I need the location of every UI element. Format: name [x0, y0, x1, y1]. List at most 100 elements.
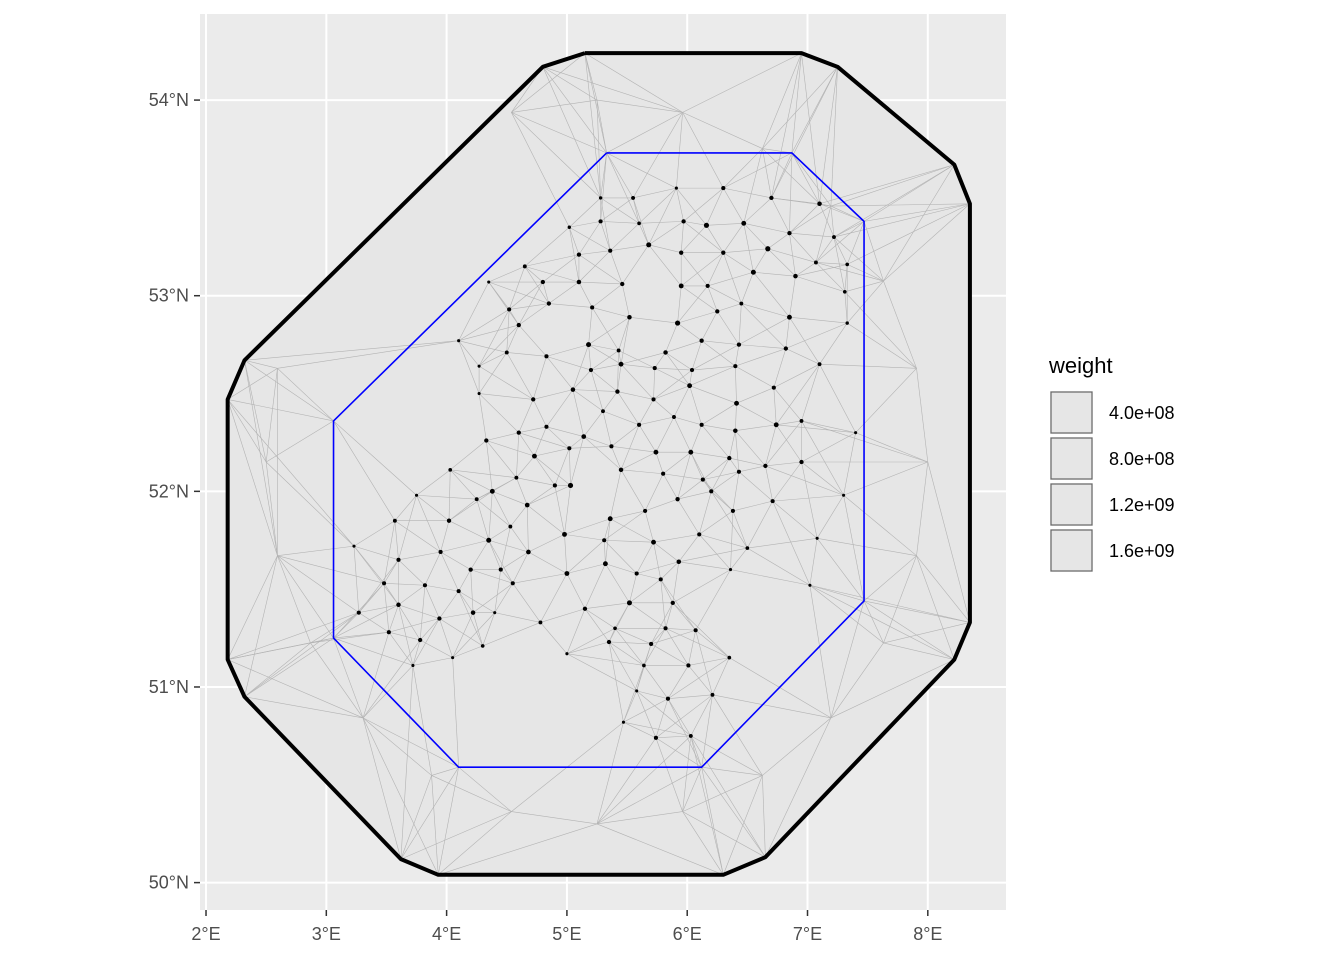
mesh-edge: [785, 348, 820, 365]
weight-point: [700, 477, 705, 482]
mesh-edge: [569, 226, 611, 251]
mesh-edge: [819, 363, 917, 369]
mesh-edge: [665, 352, 693, 371]
mesh-edge: [244, 360, 278, 556]
mesh-edge: [654, 352, 666, 369]
mesh-edge: [665, 340, 702, 353]
mesh-edge: [767, 248, 817, 263]
mesh-edge: [532, 356, 547, 400]
mesh-edge: [711, 491, 748, 549]
mesh-edge: [458, 590, 495, 613]
legend-key: [1050, 529, 1093, 572]
mesh-edge: [701, 424, 736, 431]
mesh-edge: [542, 66, 598, 101]
weight-point: [681, 219, 686, 224]
mesh-edge: [583, 436, 612, 447]
mesh-edge: [651, 629, 696, 645]
y-tick-label: 53°N: [149, 286, 189, 306]
mesh-edge: [227, 637, 334, 660]
mesh-edge: [655, 735, 691, 739]
weight-point: [658, 577, 663, 582]
mesh-edge: [578, 250, 611, 283]
mesh-edge: [623, 721, 691, 737]
mesh-edge: [518, 432, 570, 449]
mesh-edge: [384, 582, 425, 586]
mesh-edge: [512, 583, 541, 623]
weight-point: [699, 338, 704, 343]
mesh-edge: [604, 539, 654, 543]
mesh-edge: [801, 461, 844, 496]
mesh-edge: [416, 469, 451, 496]
mesh-edge: [723, 187, 772, 199]
weight-point: [562, 531, 567, 537]
mesh-edge: [771, 53, 802, 198]
mesh-edge: [707, 285, 742, 304]
weight-point: [532, 453, 537, 459]
mesh-edge: [677, 322, 702, 341]
mesh-edge: [440, 551, 471, 570]
mesh-edge: [486, 440, 493, 492]
mesh-edge: [524, 254, 580, 267]
mesh-edge: [609, 250, 623, 285]
mesh-edge: [584, 608, 610, 643]
weight-point: [504, 350, 509, 355]
legend-key: [1050, 437, 1093, 480]
mesh-edge: [789, 316, 848, 324]
mesh-edge: [621, 363, 655, 369]
mesh-edge: [362, 717, 459, 768]
mesh-edge: [699, 534, 731, 570]
weight-point: [727, 455, 732, 461]
mesh-edge: [682, 52, 802, 113]
mesh-edge: [478, 393, 487, 441]
mesh-edge: [623, 665, 645, 723]
mesh-edge: [815, 206, 832, 263]
mesh-edge: [701, 340, 739, 345]
mesh-edge: [817, 538, 917, 556]
mesh-edge: [638, 424, 657, 453]
mesh-edge: [844, 291, 917, 369]
mesh-edge: [388, 604, 399, 633]
mesh-edge: [636, 643, 652, 691]
mesh-edge: [830, 203, 970, 207]
mesh-edge: [738, 465, 766, 473]
weight-point: [688, 733, 693, 738]
mesh-edge: [791, 152, 832, 207]
mesh-edge: [478, 365, 534, 400]
mesh-edge: [765, 465, 844, 496]
mesh-edge: [695, 630, 713, 695]
legend-label: 4.0e+08: [1109, 403, 1175, 423]
weight-point: [727, 655, 732, 660]
mesh-edge: [819, 203, 865, 222]
weight-point: [689, 367, 695, 373]
weight-point: [411, 663, 415, 668]
mesh-edge: [791, 152, 820, 204]
mesh-edge: [500, 551, 529, 570]
mesh-edge: [672, 569, 731, 604]
mesh-edge: [590, 350, 619, 371]
mesh-edge: [665, 628, 689, 666]
mesh-edge: [711, 471, 740, 492]
mesh-edge: [776, 424, 856, 433]
weight-point: [565, 652, 569, 656]
mesh-edge: [488, 281, 520, 326]
mesh-edge: [492, 491, 511, 527]
weight-point: [493, 611, 497, 615]
mesh-edge: [546, 356, 574, 390]
weight-point: [676, 559, 682, 565]
mesh-edge: [394, 520, 441, 553]
mesh-edge: [470, 569, 513, 584]
mesh-edge: [602, 410, 640, 426]
weight-point: [457, 339, 461, 343]
mesh-edge: [801, 461, 818, 539]
mesh-edge: [584, 52, 683, 113]
weight-point: [451, 656, 455, 660]
mesh-edge: [743, 223, 790, 234]
mesh-edge: [470, 569, 474, 613]
mesh-edge: [600, 221, 611, 251]
mesh-edge: [667, 665, 689, 699]
mesh-edge: [569, 227, 580, 255]
mesh-edge: [723, 252, 754, 273]
mesh-edge: [584, 53, 607, 153]
mesh-edge: [644, 473, 664, 512]
mesh-edge: [816, 538, 865, 602]
